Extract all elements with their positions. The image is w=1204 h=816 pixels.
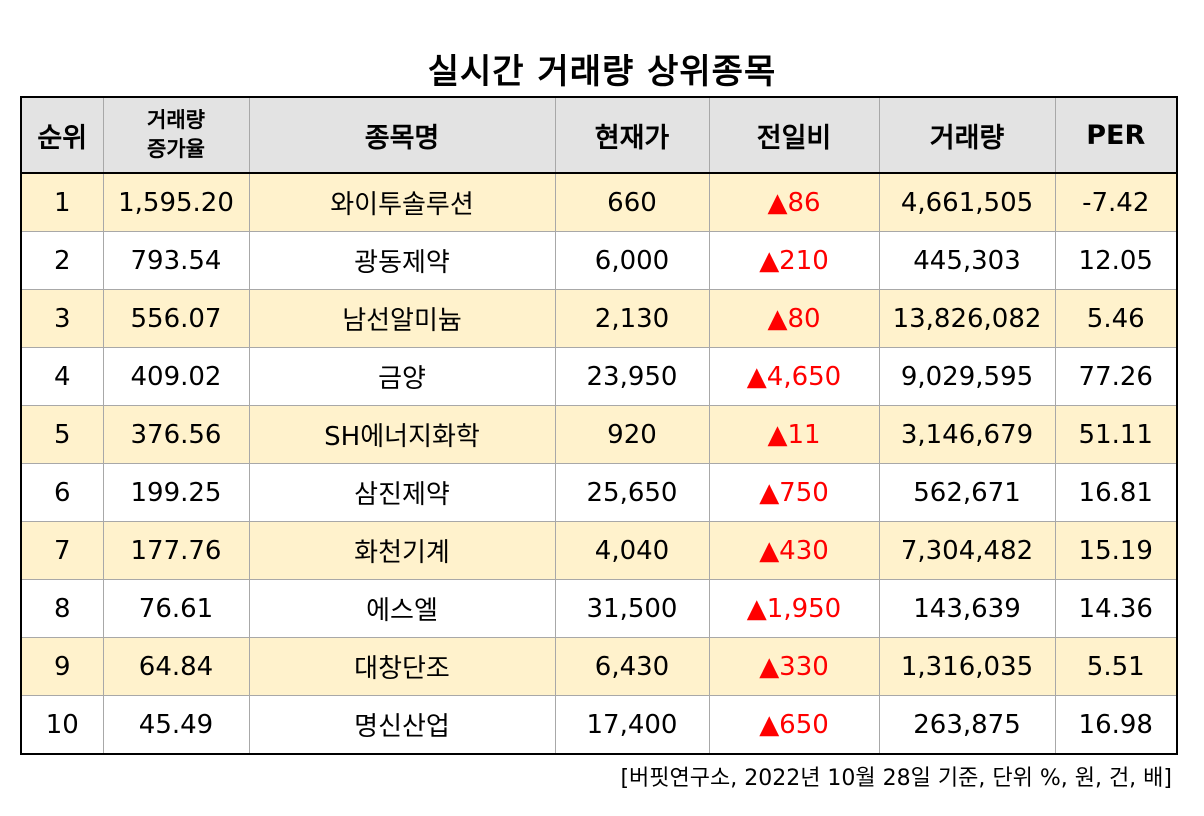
cell-per: 16.81	[1054, 463, 1178, 522]
stock-table: 순위 거래량 증가율 종목명 현재가 전일비 거래량 PER 1 1,595.20…	[20, 96, 1178, 755]
cell-volume-rate: 64.84	[102, 637, 250, 696]
cell-volume-rate: 76.61	[102, 579, 250, 638]
table-row: 6 199.25 삼진제약 25,650 ▲750 562,671 16.81	[20, 463, 1178, 522]
cell-stock-name: 화천기계	[248, 521, 556, 580]
page-title: 실시간 거래량 상위종목	[427, 52, 777, 92]
header-change: 전일비	[708, 96, 880, 174]
cell-change: ▲80	[708, 289, 880, 348]
cell-change: ▲650	[708, 695, 880, 755]
header-volume-rate: 거래량 증가율	[102, 96, 250, 174]
cell-per: 16.98	[1054, 695, 1178, 755]
cell-volume: 7,304,482	[878, 521, 1056, 580]
table-row: 7 177.76 화천기계 4,040 ▲430 7,304,482 15.19	[20, 521, 1178, 580]
header-volume: 거래량	[878, 96, 1056, 174]
cell-rank: 3	[20, 289, 104, 348]
cell-volume-rate: 45.49	[102, 695, 250, 755]
header-volume-rate-line2: 증가율	[147, 137, 205, 161]
cell-price: 660	[554, 172, 710, 232]
header-rank: 순위	[20, 96, 104, 174]
cell-change: ▲4,650	[708, 347, 880, 406]
cell-volume-rate: 1,595.20	[102, 172, 250, 232]
table-row: 2 793.54 광동제약 6,000 ▲210 445,303 12.05	[20, 231, 1178, 290]
cell-rank: 6	[20, 463, 104, 522]
source-footnote: [버핏연구소, 2022년 10월 28일 기준, 단위 %, 원, 건, 배]	[620, 766, 1172, 791]
cell-stock-name: 금양	[248, 347, 556, 406]
cell-stock-name: 명신산업	[248, 695, 556, 755]
cell-price: 6,000	[554, 231, 710, 290]
cell-price: 23,950	[554, 347, 710, 406]
cell-stock-name: 광동제약	[248, 231, 556, 290]
cell-rank: 4	[20, 347, 104, 406]
cell-volume: 1,316,035	[878, 637, 1056, 696]
cell-stock-name: 삼진제약	[248, 463, 556, 522]
cell-change: ▲430	[708, 521, 880, 580]
cell-change: ▲750	[708, 463, 880, 522]
cell-volume: 3,146,679	[878, 405, 1056, 464]
cell-per: -7.42	[1054, 172, 1178, 232]
cell-rank: 1	[20, 172, 104, 232]
cell-volume: 263,875	[878, 695, 1056, 755]
cell-volume: 562,671	[878, 463, 1056, 522]
cell-rank: 7	[20, 521, 104, 580]
table-row: 1 1,595.20 와이투솔루션 660 ▲86 4,661,505 -7.42	[20, 172, 1178, 232]
cell-change: ▲210	[708, 231, 880, 290]
table-row: 5 376.56 SH에너지화학 920 ▲11 3,146,679 51.11	[20, 405, 1178, 464]
cell-stock-name: 대창단조	[248, 637, 556, 696]
cell-volume-rate: 177.76	[102, 521, 250, 580]
cell-change: ▲11	[708, 405, 880, 464]
cell-volume: 4,661,505	[878, 172, 1056, 232]
table-header: 순위 거래량 증가율 종목명 현재가 전일비 거래량 PER	[20, 96, 1178, 174]
header-per: PER	[1054, 96, 1178, 174]
cell-stock-name: 남선알미늄	[248, 289, 556, 348]
cell-change: ▲86	[708, 172, 880, 232]
cell-stock-name: SH에너지화학	[248, 405, 556, 464]
header-name: 종목명	[248, 96, 556, 174]
cell-stock-name: 에스엘	[248, 579, 556, 638]
cell-stock-name: 와이투솔루션	[248, 172, 556, 232]
cell-price: 6,430	[554, 637, 710, 696]
table-row: 8 76.61 에스엘 31,500 ▲1,950 143,639 14.36	[20, 579, 1178, 638]
cell-rank: 9	[20, 637, 104, 696]
table-row: 4 409.02 금양 23,950 ▲4,650 9,029,595 77.26	[20, 347, 1178, 406]
header-price: 현재가	[554, 96, 710, 174]
cell-rank: 5	[20, 405, 104, 464]
cell-change: ▲1,950	[708, 579, 880, 638]
cell-volume: 143,639	[878, 579, 1056, 638]
cell-price: 2,130	[554, 289, 710, 348]
table-row: 3 556.07 남선알미늄 2,130 ▲80 13,826,082 5.46	[20, 289, 1178, 348]
cell-price: 31,500	[554, 579, 710, 638]
cell-volume-rate: 199.25	[102, 463, 250, 522]
table-row: 9 64.84 대창단조 6,430 ▲330 1,316,035 5.51	[20, 637, 1178, 696]
cell-price: 25,650	[554, 463, 710, 522]
cell-volume-rate: 556.07	[102, 289, 250, 348]
cell-volume: 9,029,595	[878, 347, 1056, 406]
cell-change: ▲330	[708, 637, 880, 696]
cell-per: 51.11	[1054, 405, 1178, 464]
cell-per: 14.36	[1054, 579, 1178, 638]
cell-volume-rate: 376.56	[102, 405, 250, 464]
cell-per: 77.26	[1054, 347, 1178, 406]
cell-price: 4,040	[554, 521, 710, 580]
table-body: 1 1,595.20 와이투솔루션 660 ▲86 4,661,505 -7.42 2 793.…	[20, 172, 1178, 755]
cell-volume: 445,303	[878, 231, 1056, 290]
header-volume-rate-line1: 거래량	[147, 108, 205, 132]
cell-per: 12.05	[1054, 231, 1178, 290]
cell-volume-rate: 409.02	[102, 347, 250, 406]
cell-volume-rate: 793.54	[102, 231, 250, 290]
cell-price: 17,400	[554, 695, 710, 755]
cell-per: 15.19	[1054, 521, 1178, 580]
cell-price: 920	[554, 405, 710, 464]
cell-rank: 10	[20, 695, 104, 755]
cell-rank: 8	[20, 579, 104, 638]
cell-per: 5.51	[1054, 637, 1178, 696]
cell-per: 5.46	[1054, 289, 1178, 348]
cell-rank: 2	[20, 231, 104, 290]
cell-volume: 13,826,082	[878, 289, 1056, 348]
table-row: 10 45.49 명신산업 17,400 ▲650 263,875 16.98	[20, 695, 1178, 755]
